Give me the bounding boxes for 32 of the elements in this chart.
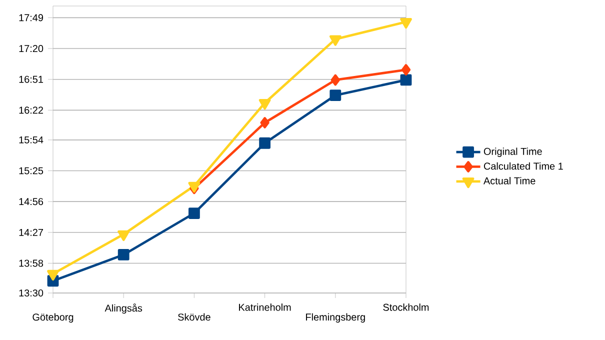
point (118, 230, 130, 242)
point (330, 74, 340, 86)
y-tick-label: 14:56 (19, 198, 44, 206)
point (329, 35, 342, 46)
point (401, 64, 411, 76)
y-tick-label: 15:25 (19, 167, 44, 174)
legend-label: Original Time (484, 148, 542, 157)
point (400, 74, 412, 86)
x-tick-label: Flemingsberg (306, 313, 365, 323)
point (400, 18, 412, 29)
y-tick-label: 16:22 (19, 106, 43, 114)
point (118, 249, 130, 260)
x-tick-label: Göteborg (32, 313, 74, 323)
point (258, 98, 271, 110)
legend-label: Calculated Time 1 (484, 162, 563, 170)
y-tick-label: 13:30 (19, 289, 44, 297)
y-tick-label: 17:49 (19, 14, 44, 22)
x-tick-label: Katrineholm (239, 304, 291, 311)
point (47, 270, 59, 281)
y-tick-label: 14:27 (19, 228, 43, 236)
y-tick-label: 16:51 (19, 76, 43, 83)
x-tick-label: Alingsås (104, 304, 142, 314)
point (330, 90, 342, 101)
point (259, 137, 270, 149)
point (188, 208, 200, 219)
point (260, 117, 270, 128)
legend-label: Actual Time (483, 177, 536, 184)
y-tick-label: 15:54 (19, 136, 44, 144)
x-tick-label: Skövde (178, 313, 210, 321)
y-tick-label: 13:58 (19, 260, 44, 267)
y-tick-label: 17:20 (19, 44, 44, 52)
x-tick-label: Stockholm (383, 304, 429, 311)
